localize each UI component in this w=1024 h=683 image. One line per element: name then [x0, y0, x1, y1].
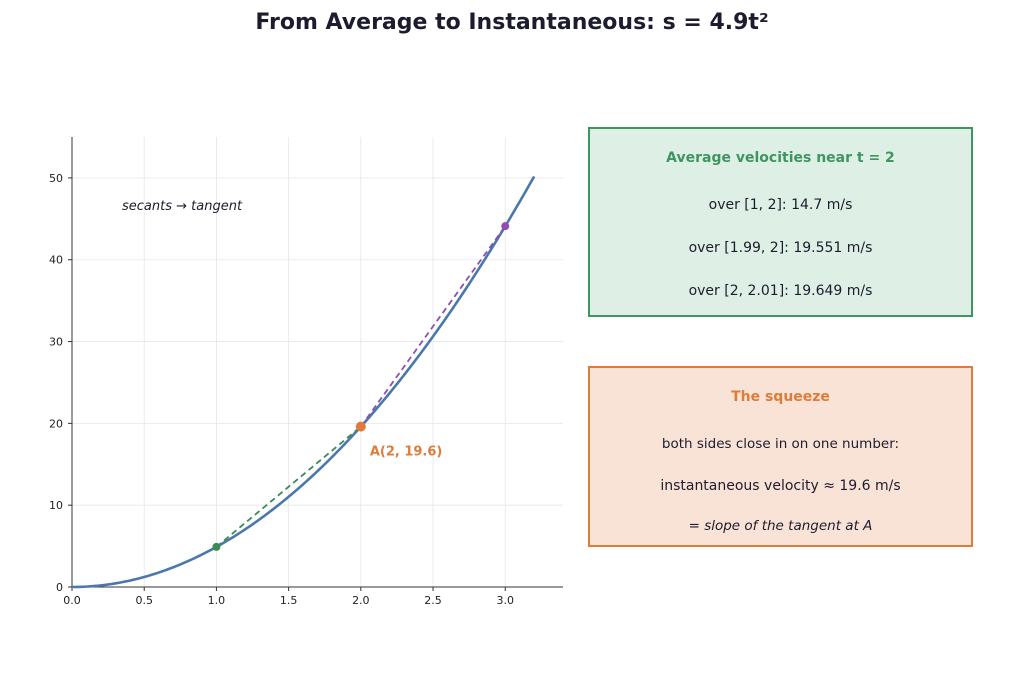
y-tick-label-4: 40 — [49, 254, 63, 267]
secant-line-1 — [215, 425, 362, 548]
y-tick-label-0: 0 — [56, 581, 63, 594]
squeeze-box: The squeeze both sides close in on one n… — [588, 366, 973, 547]
y-tick-label-3: 30 — [49, 336, 63, 349]
average-velocity-line-2: over [1.99, 2]: 19.551 m/s — [688, 240, 873, 256]
x-tick-label-3: 1.5 — [280, 594, 298, 607]
average-velocities-box: Average velocities near t = 2 over [1, 2… — [588, 127, 973, 317]
chart-title: From Average to Instantaneous: s = 4.9t² — [255, 10, 769, 35]
squeeze-line-2: instantaneous velocity ≈ 19.6 m/s — [660, 478, 901, 494]
average-velocity-line-1: over [1, 2]: 14.7 m/s — [708, 197, 853, 213]
squeeze-heading: The squeeze — [731, 389, 830, 405]
squeeze-line-1: both sides close in on one number: — [661, 436, 900, 452]
data-point-2 — [355, 421, 366, 432]
point-a-label: A(2, 19.6) — [370, 445, 443, 460]
position-curve — [71, 175, 536, 589]
y-tick-label-2: 20 — [49, 417, 63, 430]
average-velocities-heading: Average velocities near t = 2 — [666, 150, 895, 166]
average-velocity-line-3: over [2, 2.01]: 19.649 m/s — [688, 283, 873, 299]
x-tick-label-5: 2.5 — [424, 594, 442, 607]
y-tick-label-1: 10 — [49, 499, 63, 512]
x-tick-label-1: 0.5 — [135, 594, 153, 607]
data-point-3 — [501, 222, 510, 231]
data-point-1 — [212, 542, 221, 551]
x-tick-label-0: 0.0 — [63, 594, 81, 607]
squeeze-line-3: = slope of the tangent at A — [688, 518, 873, 534]
y-tick-label-5: 50 — [49, 172, 63, 185]
x-tick-label-2: 1.0 — [208, 594, 226, 607]
x-tick-label-4: 2.0 — [352, 594, 370, 607]
secants-annotation: secants → tangent — [122, 199, 243, 214]
secant-line-2 — [360, 225, 506, 428]
x-tick-label-6: 3.0 — [496, 594, 514, 607]
